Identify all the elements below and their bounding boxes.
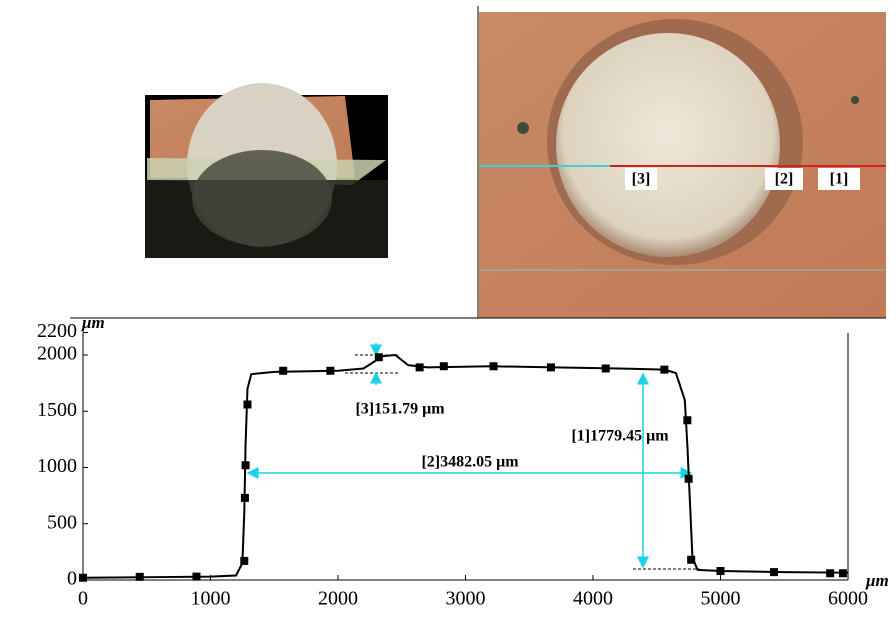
annotation: [2]3482.05 μm xyxy=(421,454,519,471)
photo-label: [1] xyxy=(830,171,849,188)
marker xyxy=(79,574,87,582)
x-tick-label: 6000 xyxy=(828,588,868,610)
marker xyxy=(242,461,250,469)
marker xyxy=(375,353,383,361)
annotation: [1]1779.45 μm xyxy=(571,428,669,445)
x-tick-label: 5000 xyxy=(701,588,741,610)
marker xyxy=(547,363,555,371)
y-tick-label: 2000 xyxy=(37,343,77,365)
x-tick-label: 3000 xyxy=(446,588,486,610)
y-tick-label: 2200 xyxy=(37,320,77,342)
marker xyxy=(243,401,251,409)
x-tick-label: 2000 xyxy=(318,588,358,610)
marker xyxy=(416,363,424,371)
marker xyxy=(683,416,691,424)
marker xyxy=(717,567,725,575)
marker xyxy=(279,367,287,375)
y-tick-label: 1000 xyxy=(37,455,77,477)
marker xyxy=(136,573,144,581)
marker xyxy=(326,367,334,375)
photo-3d xyxy=(145,83,388,258)
marker xyxy=(826,569,834,577)
marker xyxy=(839,569,847,577)
marker xyxy=(687,556,695,564)
marker xyxy=(770,568,778,576)
marker xyxy=(660,366,668,374)
marker xyxy=(240,557,248,565)
page: {"photos": {"labels": ["[3]", "[2]", "[1… xyxy=(0,0,896,617)
figure: [3] [2] [1] μm μm [3]151.79 μm [2]3482.0… xyxy=(0,0,896,617)
x-tick-label: 0 xyxy=(78,588,88,610)
x-tick-label: 1000 xyxy=(191,588,231,610)
annotation: [3]151.79 μm xyxy=(355,401,445,418)
photo-label: [3] xyxy=(632,171,651,188)
marker xyxy=(685,475,693,483)
marker xyxy=(241,494,249,502)
marker xyxy=(192,573,200,581)
photo-label: [2] xyxy=(775,171,794,188)
y-unit: μm xyxy=(81,313,105,332)
marker xyxy=(490,362,498,370)
y-tick-label: 500 xyxy=(47,511,77,533)
marker xyxy=(602,365,610,373)
x-tick-label: 4000 xyxy=(573,588,613,610)
x-unit: μm xyxy=(865,571,889,590)
y-tick-label: 1500 xyxy=(37,399,77,421)
photo-top: [3] [2] [1] xyxy=(478,6,886,318)
y-tick-label: 0 xyxy=(67,568,77,590)
marker xyxy=(440,362,448,370)
